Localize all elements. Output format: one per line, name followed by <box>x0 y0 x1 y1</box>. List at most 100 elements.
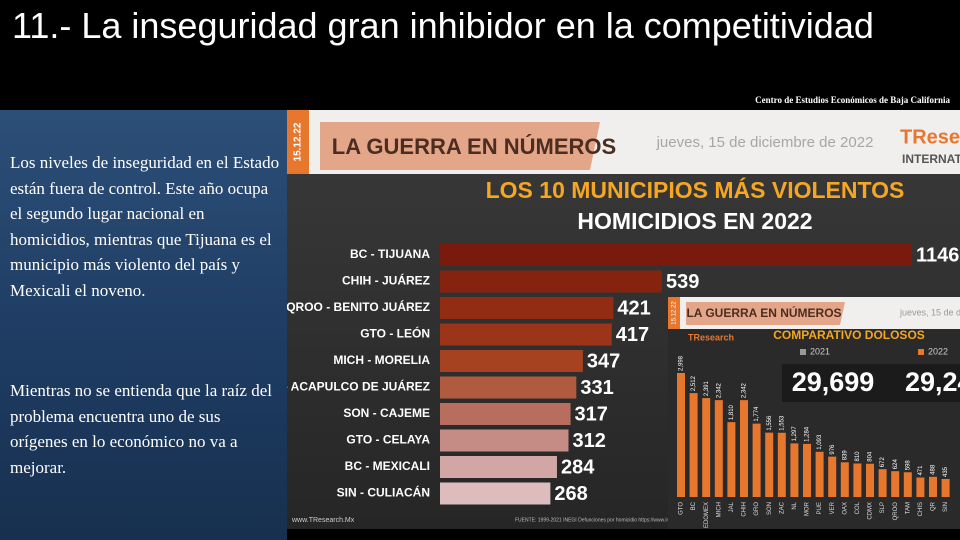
value-label: 2,342 <box>742 382 748 398</box>
category-label: MICH <box>716 502 722 517</box>
value-label: 1146 <box>916 244 959 266</box>
value-label: 435 <box>943 466 949 477</box>
bar <box>828 456 837 497</box>
value-label: 417 <box>616 324 649 346</box>
bar <box>803 443 811 497</box>
bar <box>440 376 577 399</box>
category-label: CHIS <box>918 502 924 516</box>
value-label: 421 <box>617 297 650 319</box>
value-label: 976 <box>830 444 836 455</box>
header: 11.- La inseguridad gran inhibidor en la… <box>0 0 960 106</box>
value-label: 347 <box>587 350 620 372</box>
legend-label: 2022 <box>928 346 948 356</box>
value-label: 284 <box>561 456 595 478</box>
date: jueves, 15 de diciembre de 2022 <box>656 134 874 151</box>
inset-banner-shape <box>686 302 845 325</box>
category-label: VER <box>830 501 836 514</box>
category-label: GRO - ACAPULCO DE JUÁREZ <box>287 379 430 394</box>
bar <box>840 462 849 497</box>
category-label: BC - MEXICALI <box>345 459 430 473</box>
category-label: EDOMEX <box>704 502 710 528</box>
value-label: 1,553 <box>779 415 785 431</box>
value-label: 1,297 <box>792 426 798 442</box>
bar <box>440 270 662 293</box>
value-label: 331 <box>580 377 613 399</box>
slide-title: 11.- La inseguridad gran inhibidor en la… <box>12 5 874 46</box>
bar <box>916 477 925 497</box>
value-label: 488 <box>931 464 937 475</box>
category-label: GTO - CELAYA <box>346 433 430 447</box>
value-label: 539 <box>666 271 699 293</box>
bar <box>891 471 900 497</box>
bar <box>440 429 569 452</box>
category-label: TAM <box>905 502 911 514</box>
category-label: BC - TIJUANA <box>350 247 430 261</box>
inset-brand: TResearch <box>688 332 734 342</box>
category-label: SON - CAJEME <box>343 406 430 420</box>
brand-sub: INTERNATIONAL <box>902 152 960 166</box>
bar <box>440 244 912 266</box>
category-label: SIN <box>943 502 949 512</box>
category-label: MICH - MORELIA <box>333 353 430 367</box>
value-label: 471 <box>918 465 924 476</box>
website: www.TResearch.Mx <box>291 517 355 524</box>
value-label: 804 <box>868 451 874 462</box>
banner-shape <box>320 122 600 170</box>
value-label: 317 <box>575 403 608 425</box>
bar <box>440 350 583 372</box>
bar <box>689 393 698 497</box>
value-label: 624 <box>893 459 899 470</box>
bar <box>790 443 799 497</box>
source: Centro de Estudios Económicos de Baja Ca… <box>755 95 950 105</box>
category-label: SIN - CULIACÁN <box>337 485 430 500</box>
bar <box>903 472 912 497</box>
category-label: ZAC <box>779 501 785 514</box>
total-2021: 29,699 <box>792 367 875 397</box>
category-label: COL <box>855 501 861 514</box>
value-label: 1,093 <box>817 434 823 450</box>
value-label: 1,810 <box>729 404 735 420</box>
value-label: 268 <box>554 483 587 505</box>
bar <box>440 403 571 425</box>
bar <box>941 479 950 497</box>
bar <box>440 323 612 346</box>
value-label: 1,284 <box>805 426 811 442</box>
category-label: CHIH <box>742 502 748 517</box>
value-label: 810 <box>855 451 861 462</box>
inset-tab <box>668 297 680 329</box>
bar <box>866 463 874 497</box>
value-label: 839 <box>842 450 848 461</box>
bar <box>853 463 862 497</box>
bar <box>714 400 723 497</box>
category-label: SON <box>767 502 773 515</box>
bar <box>815 451 824 497</box>
category-label: GRO <box>754 502 760 516</box>
date-tab <box>287 110 309 174</box>
inset-date: jueves, 15 de dic <box>899 307 960 317</box>
value-label: 672 <box>880 457 886 468</box>
value-label: 312 <box>573 430 606 452</box>
total-2022: 29,24 <box>905 367 960 397</box>
category-label: CHIH - JUÁREZ <box>342 273 430 288</box>
infographic: 15.12.22 LA GUERRA EN NÚMEROS jueves, 15… <box>287 110 960 529</box>
legend-label: 2021 <box>810 346 830 356</box>
category-label: GTO - LEÓN <box>360 326 430 341</box>
category-label: SLP <box>880 502 886 513</box>
category-label: CDMX <box>868 502 874 520</box>
bar <box>440 456 557 478</box>
value-label: 1,556 <box>767 415 773 431</box>
bar <box>740 400 748 497</box>
inset-date-stamp: 15.12.22 <box>672 301 678 325</box>
bar <box>702 398 711 497</box>
category-label: PUE <box>817 502 823 514</box>
category-label: QROO <box>893 502 899 521</box>
bar <box>440 297 614 319</box>
banner: LA GUERRA EN NÚMEROS <box>332 134 616 159</box>
value-label: 598 <box>905 460 911 471</box>
category-label: GTO <box>679 502 685 515</box>
category-label: QROO - BENITO JUÁREZ <box>287 299 430 314</box>
value-label: 2,512 <box>691 375 697 391</box>
category-label: QR <box>931 501 937 511</box>
legend-swatch <box>918 349 924 355</box>
bar <box>727 422 736 497</box>
